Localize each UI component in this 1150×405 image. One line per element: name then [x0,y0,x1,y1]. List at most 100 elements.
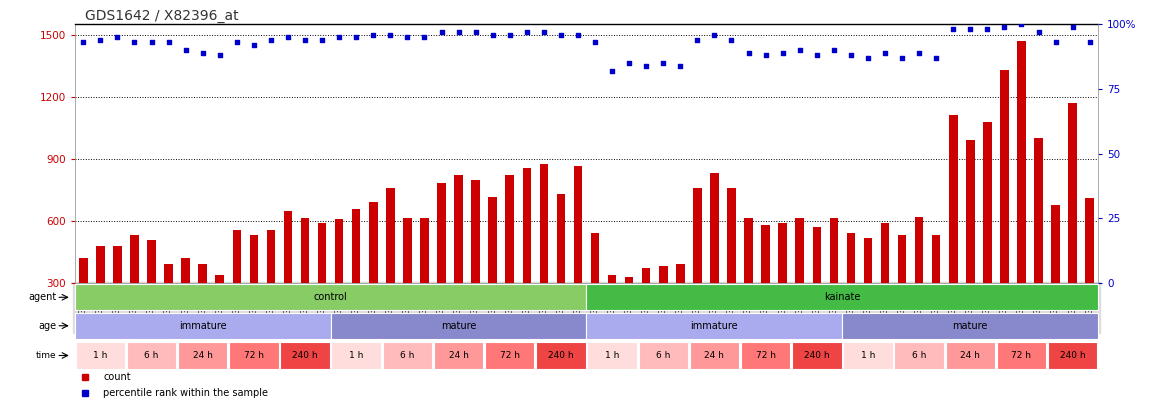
Point [979,26,997,33]
Bar [642,268,651,283]
Bar [420,218,429,283]
Point [620,60,638,66]
Bar [761,225,769,283]
Text: immature: immature [691,321,738,331]
Bar [539,164,549,283]
Bar [267,230,275,283]
Text: 24 h: 24 h [705,351,724,360]
Bar [624,277,634,283]
Bar [997,341,1046,369]
Point [381,32,399,38]
Bar [1018,41,1026,283]
Bar [130,235,139,283]
Point [688,36,706,43]
Bar [842,313,1098,339]
Bar [829,218,838,283]
Bar [97,246,105,283]
Text: agent: agent [28,292,56,302]
Bar [164,264,172,283]
Point [774,49,792,56]
Bar [659,266,667,283]
Bar [126,341,176,369]
Text: 72 h: 72 h [756,351,775,360]
Bar [79,258,87,283]
Bar [113,246,122,283]
Point [1064,23,1082,30]
Point [160,39,178,46]
Bar [331,341,381,369]
Bar [846,233,856,283]
Text: 24 h: 24 h [448,351,468,360]
Point [330,34,348,40]
Bar [945,341,995,369]
Text: age: age [38,321,56,331]
Bar [727,188,736,283]
Bar [676,264,684,283]
Point [552,32,570,38]
Point [125,39,144,46]
Text: percentile rank within the sample: percentile rank within the sample [104,388,268,398]
Point [876,49,895,56]
Bar [301,218,309,283]
Bar [591,233,599,283]
Point [927,55,945,61]
Text: count: count [104,373,131,382]
Bar [966,140,974,283]
Bar [485,341,535,369]
Text: 240 h: 240 h [1060,351,1086,360]
Bar [284,211,292,283]
Point [365,32,383,38]
Point [245,42,263,48]
Bar [915,217,923,283]
Point [739,49,758,56]
Text: 24 h: 24 h [960,351,980,360]
Bar [898,235,906,283]
Point [807,52,826,59]
Point [892,55,911,61]
Bar [506,175,514,283]
Bar [638,341,688,369]
Bar [693,188,701,283]
Bar [1068,103,1076,283]
Bar [331,313,586,339]
Bar [386,188,394,283]
Bar [489,197,497,283]
Point [1081,39,1099,46]
Point [74,39,92,46]
Point [91,36,109,43]
Bar [75,284,586,310]
Text: 1 h: 1 h [605,351,619,360]
Text: 24 h: 24 h [193,351,213,360]
Point [637,62,655,69]
Point [193,49,212,56]
Bar [437,183,446,283]
Bar [75,313,331,339]
Bar [404,218,412,283]
Point [1012,21,1030,28]
Bar [352,209,360,283]
Text: 72 h: 72 h [1012,351,1032,360]
Bar [932,235,941,283]
Text: mature: mature [952,321,988,331]
Bar [779,223,787,283]
Bar [317,223,327,283]
Point [143,39,161,46]
Bar [949,115,958,283]
Point [415,34,434,40]
Point [1046,39,1065,46]
Point [518,29,536,35]
Point [654,60,673,66]
Bar [881,223,889,283]
Bar [744,218,753,283]
Point [262,36,281,43]
Point [210,52,229,59]
Text: control: control [314,292,347,302]
Point [757,52,775,59]
Bar [796,218,804,283]
Bar [608,275,616,283]
Point [790,47,808,53]
Text: 72 h: 72 h [244,351,263,360]
Point [483,32,501,38]
Point [842,52,860,59]
Point [228,39,246,46]
